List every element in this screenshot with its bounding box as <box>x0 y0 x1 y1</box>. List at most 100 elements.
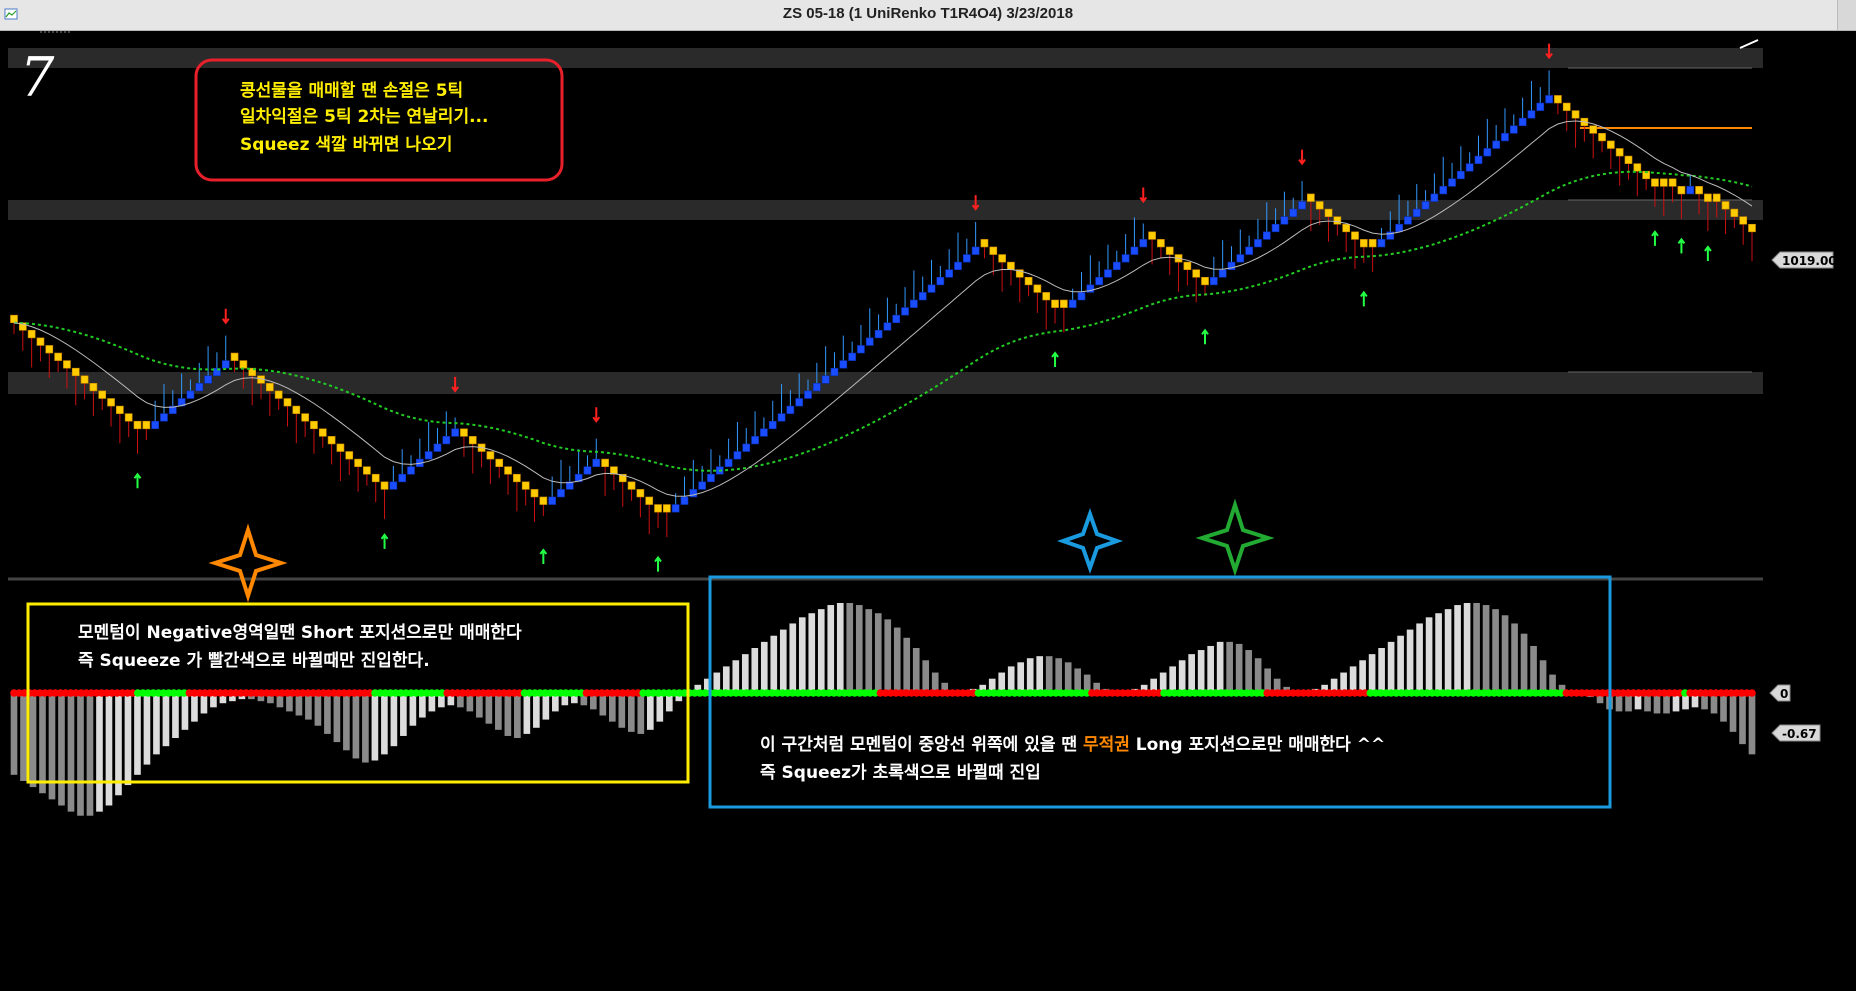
renko-candle <box>751 436 759 445</box>
momentum-bar <box>1416 623 1423 693</box>
renko-candle <box>1307 193 1315 202</box>
renko-candle <box>742 443 751 452</box>
momentum-bar <box>1558 684 1566 693</box>
renko-candle <box>133 420 142 430</box>
renko-candle <box>883 322 892 331</box>
renko-candle <box>707 473 715 483</box>
renko-candle <box>442 436 451 445</box>
renko-candle <box>1060 299 1068 308</box>
up-arrow-icon <box>1360 290 1368 307</box>
momentum-bar <box>1739 693 1746 745</box>
renko-candle <box>1536 102 1545 111</box>
renko-candle <box>142 420 151 430</box>
long-note-text-after: Long 포지션으로만 매매한다 ^^ <box>1130 735 1385 755</box>
momentum-bar <box>893 627 901 693</box>
renko-candle <box>398 473 407 483</box>
momentum-bar <box>836 603 844 693</box>
renko-candle <box>910 299 918 308</box>
up-arrow-icon <box>1677 237 1686 254</box>
momentum-bar <box>20 693 27 781</box>
momentum-bar <box>1425 617 1433 693</box>
momentum-bar <box>1254 658 1262 693</box>
momentum-bar <box>343 693 350 751</box>
up-arrow-icon <box>133 472 142 489</box>
momentum-bar <box>533 693 540 728</box>
renko-candle <box>1298 201 1306 210</box>
momentum-bar <box>1511 623 1518 693</box>
renko-candle <box>1333 216 1342 225</box>
momentum-bar <box>741 654 749 693</box>
momentum-bar <box>884 619 892 693</box>
momentum-bar <box>1055 658 1063 693</box>
up-arrow-icon <box>1704 245 1712 261</box>
momentum-bar <box>1235 643 1243 693</box>
renko-candle <box>521 481 530 490</box>
momentum-bar <box>1207 645 1214 693</box>
note-line-3: Squeez 색깔 바뀌면 나오기 <box>240 134 452 155</box>
renko-candle <box>1227 261 1236 270</box>
renko-candle <box>1245 246 1253 255</box>
momentum-bar <box>580 693 588 706</box>
renko-candle <box>1589 125 1598 134</box>
momentum-bar <box>172 693 179 738</box>
momentum-bar <box>219 693 227 704</box>
renko-candle <box>610 466 618 475</box>
momentum-bar <box>1074 668 1082 693</box>
momentum-bar <box>134 693 141 775</box>
renko-candle <box>1659 178 1668 187</box>
momentum-bar <box>457 693 464 708</box>
momentum-bar <box>1634 693 1642 710</box>
support-zone <box>8 372 1763 394</box>
renko-candle <box>892 314 901 324</box>
renko-candle <box>1015 269 1024 278</box>
renko-candle <box>80 375 89 384</box>
renko-candle <box>186 390 195 399</box>
renko-candle <box>1474 155 1483 164</box>
renko-candle <box>874 330 883 339</box>
renko-candles <box>10 95 1756 513</box>
renko-candle <box>539 496 548 505</box>
renko-candle <box>848 352 856 361</box>
momentum-bar <box>1321 684 1328 693</box>
note-line-2: 일차익절은 5틱 2차는 연날리기... <box>240 106 488 127</box>
renko-candle <box>795 398 804 407</box>
resistance-zone-top <box>8 48 1763 68</box>
renko-candle <box>1236 254 1245 263</box>
down-arrow-icon <box>451 376 459 393</box>
window-titlebar[interactable]: ZS 05-18 (1 UniRenko T1R4O4) 3/23/2018 <box>0 0 1856 31</box>
short-note-line-2: 즉 Squeeze 가 빨간색으로 바뀔때만 진입한다. <box>78 650 430 671</box>
renko-candle <box>1139 239 1148 248</box>
renko-candle <box>918 292 927 301</box>
up-arrow-icon <box>654 555 662 572</box>
momentum-bar <box>1245 650 1252 693</box>
up-arrow-icon <box>539 548 548 564</box>
orange-star-icon <box>208 523 288 603</box>
momentum-bar <box>124 693 132 786</box>
renko-candle <box>1395 223 1403 233</box>
renko-candle <box>1668 178 1677 187</box>
momentum-bar <box>1539 660 1547 693</box>
momentum-bar <box>1406 629 1414 693</box>
short-region-box <box>26 602 690 784</box>
momentum-bar <box>1501 615 1509 693</box>
window-scroll-stub[interactable] <box>1837 0 1856 30</box>
renko-candle <box>318 428 327 437</box>
renko-candle <box>971 246 980 255</box>
price-label-tag <box>1771 251 1834 269</box>
renko-candle <box>1289 208 1298 217</box>
renko-candle <box>1351 231 1359 240</box>
renko-candle <box>998 254 1006 263</box>
renko-candle <box>962 254 971 263</box>
momentum-bar <box>1653 693 1661 714</box>
momentum-bar <box>181 693 189 730</box>
momentum-bar <box>931 672 939 693</box>
renko-candle <box>1254 239 1262 248</box>
renko-candle <box>380 481 389 490</box>
momentum-bar <box>1663 693 1670 714</box>
squeeze-dots <box>10 689 1756 697</box>
renko-candle <box>89 383 98 392</box>
value-label: -0.67 <box>1782 727 1817 741</box>
renko-candle <box>839 360 848 369</box>
renko-candle <box>1368 239 1377 248</box>
renko-candle <box>151 420 159 430</box>
